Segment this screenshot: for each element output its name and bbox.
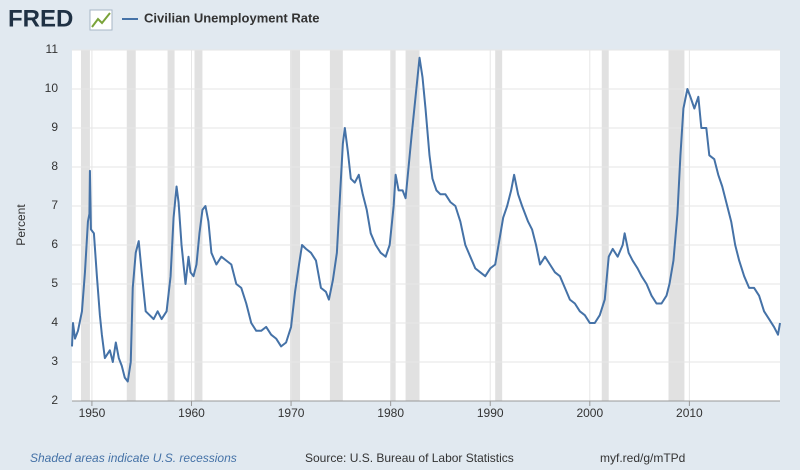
recession-band: [194, 50, 203, 401]
y-tick-label: 8: [51, 159, 58, 173]
recession-band: [390, 50, 396, 401]
y-tick-label: 2: [51, 393, 58, 407]
url: myf.red/g/mTPd: [600, 451, 685, 465]
recession-band: [495, 50, 503, 401]
source: Source: U.S. Bureau of Labor Statistics: [305, 451, 514, 465]
recession-note: Shaded areas indicate U.S. recessions: [30, 451, 237, 465]
recession-band: [167, 50, 175, 401]
x-tick-label: 1960: [178, 406, 205, 420]
legend-label: Civilian Unemployment Rate: [144, 10, 320, 25]
y-tick-label: 9: [51, 120, 58, 134]
y-tick-label: 11: [46, 42, 59, 56]
x-tick-label: 1950: [79, 406, 106, 420]
x-tick-label: 2000: [576, 406, 603, 420]
x-tick-label: 1980: [377, 406, 404, 420]
y-tick-label: 7: [51, 198, 58, 212]
x-tick-label: 2010: [676, 406, 703, 420]
y-tick-label: 4: [51, 315, 58, 329]
logo: FRED: [8, 5, 73, 32]
recession-band: [601, 50, 609, 401]
y-tick-label: 10: [45, 81, 59, 95]
y-axis-label: Percent: [14, 204, 28, 246]
recession-band: [290, 50, 301, 401]
recession-band: [126, 50, 136, 401]
y-tick-label: 3: [51, 354, 58, 368]
y-tick-label: 6: [51, 237, 58, 251]
logo-icon: [89, 9, 113, 31]
series-line: [71, 56, 781, 383]
x-tick-label: 1970: [278, 406, 305, 420]
recession-band: [405, 50, 420, 401]
x-tick-label: 1990: [477, 406, 504, 420]
y-tick-label: 5: [51, 276, 58, 290]
recession-band: [80, 50, 90, 401]
recession-band: [329, 50, 343, 401]
